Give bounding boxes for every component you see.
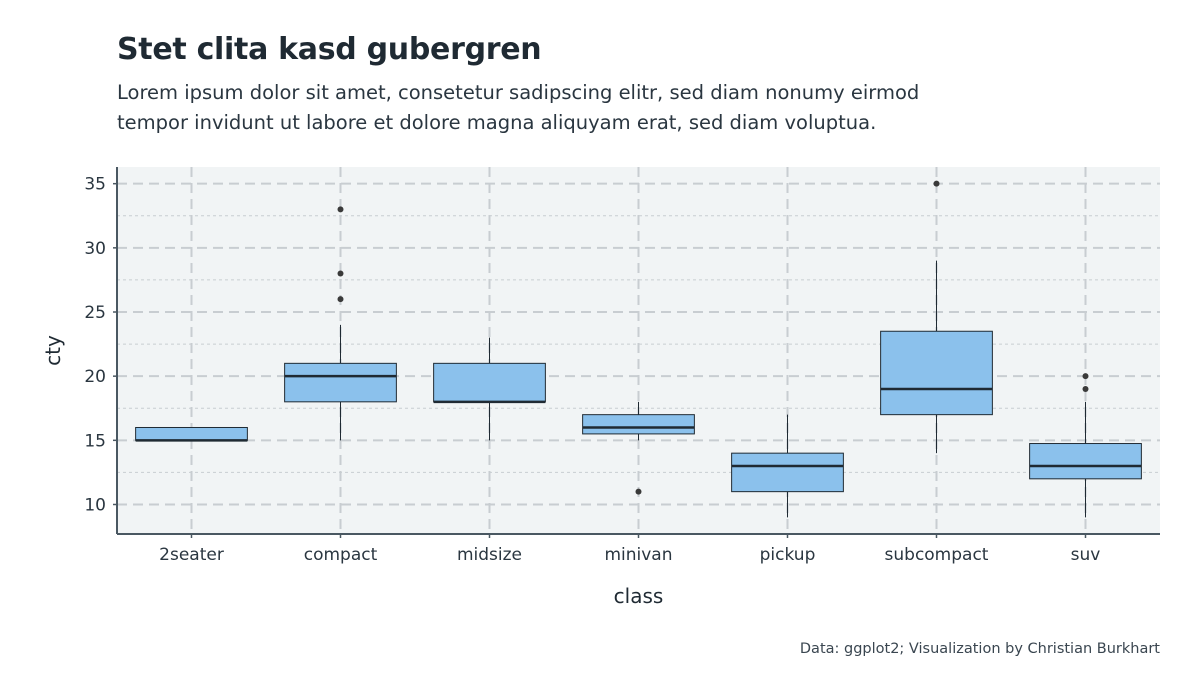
box-compact <box>284 206 397 441</box>
box-suv <box>1029 373 1142 518</box>
y-tick-label: 20 <box>84 367 106 387</box>
outlier-point <box>1082 373 1089 380</box>
outlier-point <box>337 270 344 277</box>
axes: 10 15 20 25 30 35 2seater compact midsize minivan… <box>84 167 1160 565</box>
box-iqr <box>731 452 844 493</box>
box-2seater <box>135 426 248 442</box>
chart-title: Stet clita kasd gubergren <box>117 32 542 67</box>
box-iqr <box>284 362 397 403</box>
y-tick-label: 35 <box>84 175 106 195</box>
box-minivan <box>582 401 695 495</box>
x-tick-label: subcompact <box>885 545 989 565</box>
box-iqr <box>135 426 248 441</box>
outlier-point <box>635 488 642 495</box>
chart-subtitle: Lorem ipsum dolor sit amet, consetetur s… <box>117 81 920 134</box>
x-tick-label: suv <box>1071 545 1101 565</box>
outlier-point <box>1082 385 1089 392</box>
y-tick-label: 25 <box>84 303 106 323</box>
box-pickup <box>731 414 844 518</box>
boxes-layer <box>135 180 1142 518</box>
box-iqr <box>433 362 546 403</box>
outlier-point <box>337 296 344 303</box>
x-tick-label: midsize <box>457 545 522 565</box>
x-tick-label: pickup <box>760 545 816 565</box>
box-iqr <box>880 330 993 416</box>
y-tick-label: 30 <box>84 239 106 259</box>
box-subcompact <box>880 180 993 454</box>
box-iqr <box>582 414 695 435</box>
box-midsize <box>433 337 546 441</box>
chart-caption: Data: ggplot2; Visualization by Christia… <box>799 641 1160 657</box>
y-tick-label: 10 <box>84 495 106 515</box>
outlier-point <box>933 180 940 187</box>
outlier-point <box>337 206 344 213</box>
x-tick-label: minivan <box>604 545 672 565</box>
y-tick-label: 15 <box>84 431 106 451</box>
box-iqr <box>1029 443 1142 480</box>
x-tick-label: compact <box>304 545 378 565</box>
y-axis-title: cty <box>41 335 65 366</box>
x-axis-title: class <box>614 584 664 608</box>
x-tick-label: 2seater <box>159 545 224 565</box>
